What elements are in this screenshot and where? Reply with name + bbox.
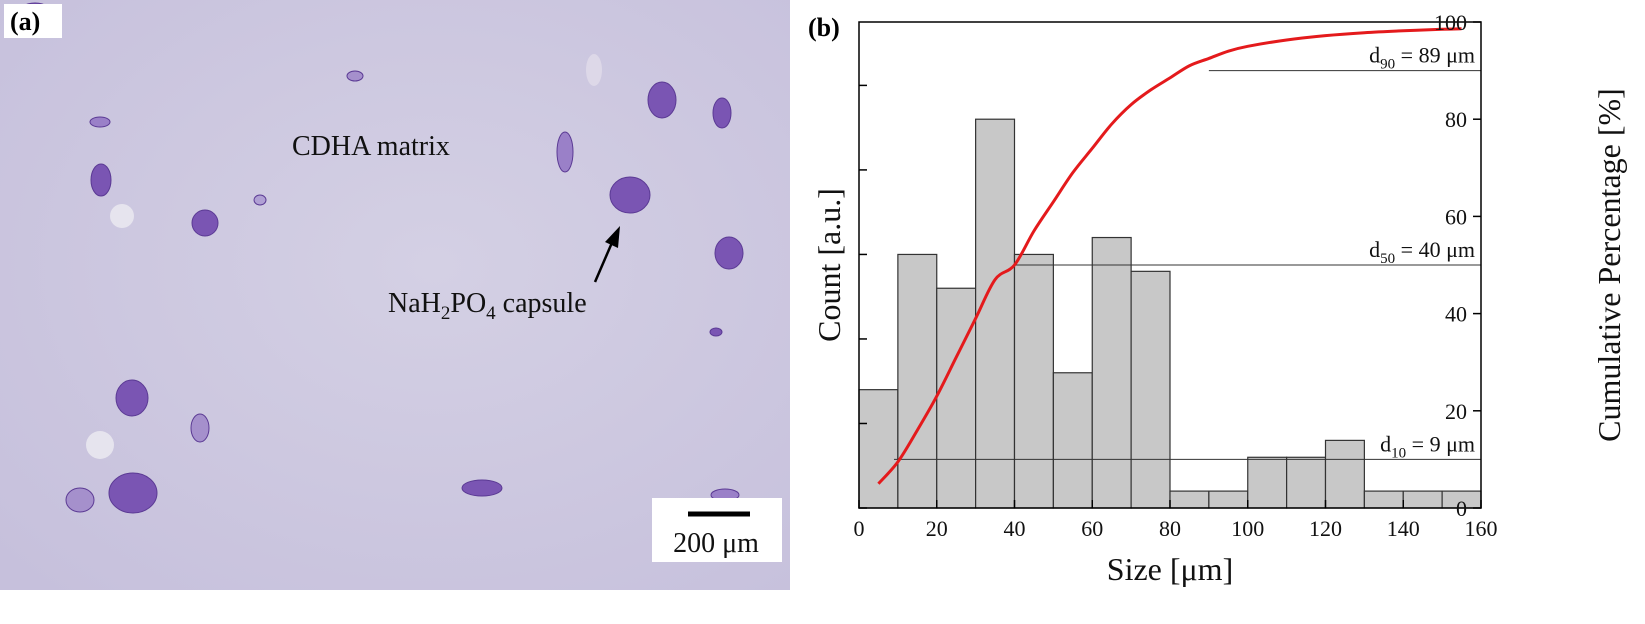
capsule-particle — [253, 194, 267, 206]
capsule-particle — [609, 176, 651, 214]
capsule-particle — [556, 131, 574, 173]
histogram-bar — [1247, 456, 1288, 509]
x-tick-label: 120 — [1309, 516, 1342, 541]
capsule-particle — [709, 327, 723, 337]
x-axis-ticks: 0 20 40 60 80 100 120 140 160 — [854, 500, 1498, 541]
x-tick-label: 60 — [1081, 516, 1103, 541]
scalebar-label: 200 μm — [673, 528, 759, 559]
histogram-bar — [1130, 270, 1171, 509]
capsule-particle — [190, 413, 210, 443]
histogram-bar — [1363, 490, 1404, 509]
histogram-bar — [1402, 490, 1443, 509]
y2-tick-label: 40 — [1445, 302, 1467, 327]
histogram-bar — [1013, 253, 1054, 509]
capsule-particle — [108, 472, 158, 514]
cumulative-curve — [877, 27, 1462, 485]
x-tick-label: 160 — [1465, 516, 1498, 541]
scalebar-box — [652, 498, 782, 562]
matrix-label: CDHA matrix — [292, 131, 450, 162]
histogram-bar — [1091, 236, 1132, 509]
histogram-bar — [1208, 490, 1249, 509]
histogram-panel: (b) d90 = 89 μm d50 = 40 μm d10 = 9 μm 0 20… — [800, 0, 1645, 619]
capsule-particle — [90, 163, 112, 197]
y2-tick-label: 20 — [1445, 399, 1467, 424]
y2-tick-label: 0 — [1456, 496, 1467, 521]
micrograph-image: (a) CDHA matrix NaH2PO4 capsule 200 μm — [0, 0, 790, 590]
capsule-particle — [346, 70, 364, 82]
y2-tick-label: 60 — [1445, 204, 1467, 229]
capsule-particle — [115, 379, 149, 417]
capsule-particle — [714, 236, 744, 270]
x-tick-label: 100 — [1231, 516, 1264, 541]
panel-a-label-box — [4, 4, 62, 38]
panel-a-label: (a) — [10, 7, 40, 36]
y2-tick-label: 100 — [1434, 10, 1467, 35]
reference-lines: d90 = 89 μm d50 = 40 μm d10 = 9 μm — [893, 43, 1481, 461]
histogram-bar — [897, 253, 938, 509]
histogram-bar — [1169, 490, 1210, 509]
histogram-chart: (b) d90 = 89 μm d50 = 40 μm d10 = 9 μm 0 20… — [808, 10, 1627, 587]
x-tick-label: 40 — [1004, 516, 1026, 541]
histogram-bar — [936, 287, 977, 509]
histogram-bar — [1286, 456, 1327, 509]
x-tick-label: 80 — [1159, 516, 1181, 541]
capsule-arrow — [593, 226, 620, 283]
y-axis-ticks — [859, 84, 867, 509]
y2-axis-title: Cumulative Percentage [%] — [1591, 88, 1627, 442]
micrograph-panel: (a) CDHA matrix NaH2PO4 capsule 200 μm — [0, 0, 790, 590]
x-tick-label: 0 — [854, 516, 865, 541]
histogram-bars — [858, 118, 1482, 509]
capsule-particle — [647, 81, 677, 119]
panel-b-label: (b) — [808, 13, 840, 42]
histogram-bar — [858, 389, 899, 509]
reference-label: d90 = 89 μm — [1369, 43, 1475, 73]
capsule-particles — [16, 2, 744, 514]
reference-label: d50 = 40 μm — [1369, 237, 1475, 267]
y2-axis-ticks: 0 20 40 60 80 100 — [1434, 10, 1481, 521]
x-tick-label: 140 — [1387, 516, 1420, 541]
x-axis-title: Size [μm] — [1107, 551, 1233, 587]
y2-tick-label: 80 — [1445, 107, 1467, 132]
pore — [110, 204, 134, 228]
capsule-label: NaH2PO4 capsule — [388, 288, 587, 324]
histogram-bar — [1324, 439, 1365, 509]
histogram-bar — [975, 118, 1016, 509]
pore — [586, 54, 602, 86]
capsule-particle — [89, 116, 111, 128]
pore-highlights — [86, 54, 602, 459]
y-axis-title: Count [a.u.] — [811, 188, 847, 342]
histogram-bar — [1052, 372, 1093, 509]
capsule-particle — [65, 487, 95, 513]
capsule-particle — [461, 479, 503, 497]
reference-label: d10 = 9 μm — [1380, 431, 1475, 461]
pore — [86, 431, 114, 459]
capsule-particle — [191, 209, 219, 237]
x-tick-label: 20 — [926, 516, 948, 541]
capsule-particle — [712, 97, 732, 129]
